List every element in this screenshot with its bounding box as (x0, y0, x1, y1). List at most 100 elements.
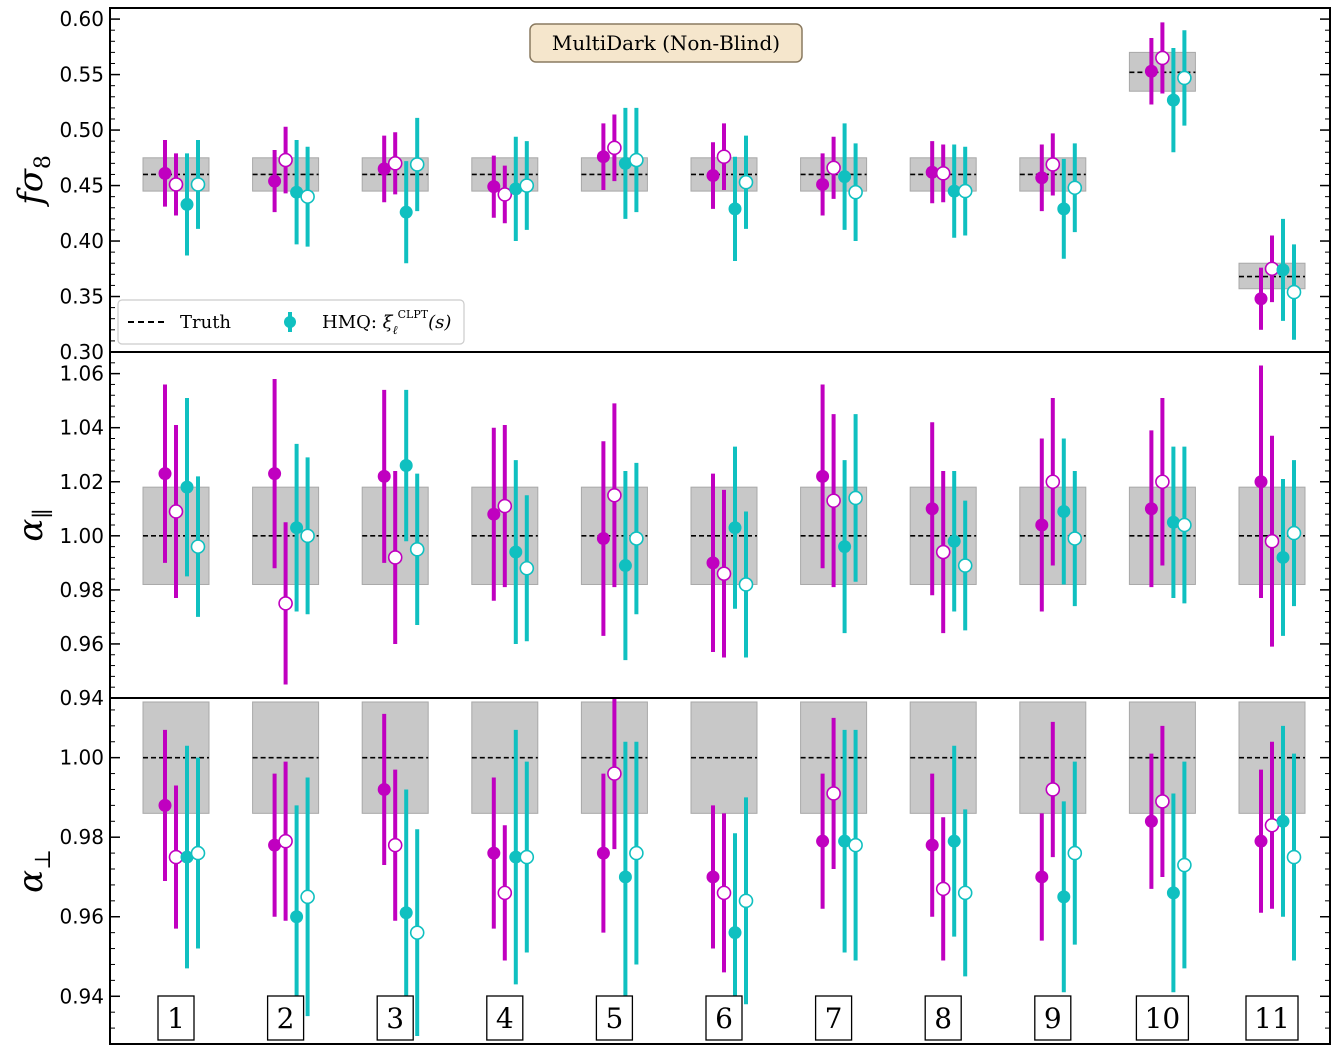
point-alpha-perp-s4-1 (190, 845, 206, 861)
legend-truth-label: Truth (180, 312, 231, 333)
point-f-sigma8-s4-6 (738, 174, 754, 190)
point-alpha-parallel-s3-2 (290, 521, 304, 535)
sample-box-8 (924, 995, 962, 1041)
point-f-sigma8-s3-11 (1276, 263, 1290, 277)
sample-box-10 (1135, 995, 1190, 1041)
point-f-sigma8-s3-4 (509, 182, 523, 196)
point-alpha-parallel-s3-11 (1276, 550, 1290, 564)
chart-title: MultiDark (Non-Blind) (552, 31, 780, 55)
point-alpha-perp-s4-2 (300, 889, 315, 905)
point-alpha-parallel-s1-10 (1144, 502, 1158, 516)
point-f-sigma8-s4-7 (848, 184, 863, 200)
point-alpha-parallel-s1-6 (706, 556, 720, 570)
ytick-label-alpha-parallel-1.02: 1.02 (59, 470, 104, 494)
point-f-sigma8-s1-1 (158, 166, 172, 180)
point-alpha-parallel-s2-8 (935, 544, 951, 560)
point-f-sigma8-s4-10 (1177, 70, 1192, 86)
point-alpha-parallel-s3-5 (618, 559, 632, 573)
point-f-sigma8-s2-3 (387, 156, 403, 171)
point-alpha-perp-s2-6 (716, 885, 732, 901)
point-alpha-parallel-s3-9 (1057, 504, 1071, 518)
ytick-label-f-sigma8-0.50: 0.50 (59, 118, 104, 142)
point-alpha-parallel-s2-6 (716, 566, 732, 581)
point-f-sigma8-s3-6 (728, 202, 742, 216)
point-alpha-perp-s4-4 (519, 849, 535, 865)
sample-box-3 (376, 995, 414, 1041)
point-alpha-parallel-s2-4 (497, 498, 513, 514)
axes: 0.30 0.35 0.40 0.45 0.50 0.55 0.60 0.94 0.96 0.98… (59, 7, 1331, 1045)
point-alpha-parallel-s4-10 (1177, 517, 1192, 533)
ytick-label-f-sigma8-0.40: 0.40 (59, 229, 104, 253)
ylabel-f-sigma8: fσ8 (11, 155, 56, 208)
point-alpha-parallel-s3-1 (180, 480, 194, 494)
point-f-sigma8-s4-2 (300, 189, 315, 204)
point-alpha-perp-s3-2 (290, 910, 304, 924)
point-f-sigma8-s2-10 (1155, 50, 1170, 66)
point-alpha-perp-s1-2 (268, 838, 282, 852)
point-alpha-parallel-s1-8 (925, 502, 939, 516)
point-f-sigma8-s2-5 (607, 140, 622, 156)
point-alpha-perp-s4-7 (848, 837, 863, 853)
point-alpha-parallel-s1-1 (158, 467, 172, 481)
ytick-label-f-sigma8-0.35: 0.35 (59, 285, 104, 309)
point-alpha-perp-s1-5 (596, 846, 610, 860)
point-alpha-parallel-s4-3 (409, 542, 425, 557)
point-alpha-parallel-s4-11 (1286, 525, 1302, 541)
sample-box-2 (266, 995, 305, 1041)
point-f-sigma8-s2-11 (1264, 261, 1280, 277)
point-alpha-parallel-s4-6 (738, 577, 754, 592)
legend: Truth HMQ: ξℓCLPT(s) (117, 299, 465, 345)
ytick-label-f-sigma8-0.55: 0.55 (59, 63, 104, 87)
y-axis-labels: fσ8 α∥ α⊥ (11, 155, 56, 893)
point-alpha-parallel-s2-10 (1155, 474, 1170, 490)
point-f-sigma8-s1-3 (377, 162, 391, 176)
point-alpha-perp-s2-5 (607, 766, 622, 781)
point-alpha-parallel-s1-2 (268, 467, 282, 481)
point-alpha-perp-s3-5 (618, 870, 632, 884)
point-f-sigma8-s2-7 (826, 160, 841, 176)
point-alpha-parallel-s2-11 (1264, 533, 1280, 549)
point-alpha-perp-s3-10 (1166, 886, 1180, 900)
point-f-sigma8-s2-8 (935, 166, 951, 181)
point-alpha-parallel-s3-4 (509, 545, 523, 559)
chart-title-box: MultiDark (Non-Blind) (529, 23, 803, 63)
point-f-sigma8-s3-3 (399, 205, 413, 219)
point-alpha-perp-s2-4 (497, 885, 513, 901)
point-alpha-parallel-s1-4 (487, 507, 501, 521)
point-f-sigma8-s4-8 (957, 183, 973, 199)
point-alpha-perp-s3-9 (1057, 890, 1071, 904)
point-alpha-perp-s4-3 (409, 925, 425, 940)
point-alpha-perp-s2-8 (935, 881, 951, 897)
point-alpha-perp-s4-8 (957, 885, 973, 901)
point-f-sigma8-s3-7 (838, 170, 852, 184)
point-f-sigma8-s2-6 (716, 149, 732, 164)
point-alpha-parallel-s4-8 (957, 558, 973, 573)
sample-label-8: 8 (934, 1002, 952, 1035)
ytick-label-alpha-perp-0.98: 0.98 (59, 825, 104, 849)
sample-box-4 (486, 995, 524, 1041)
ylabel-alpha-parallel: α∥ (11, 508, 56, 541)
point-alpha-perp-s4-5 (629, 845, 644, 861)
point-alpha-perp-s2-10 (1155, 794, 1170, 809)
point-alpha-parallel-s2-7 (826, 493, 841, 508)
data-points (158, 22, 1302, 1037)
point-f-sigma8-s4-3 (409, 157, 425, 172)
point-alpha-perp-s1-7 (816, 834, 830, 848)
sample-box-9 (1034, 995, 1072, 1041)
sample-box-1 (157, 995, 195, 1041)
point-f-sigma8-s4-4 (519, 178, 535, 193)
point-f-sigma8-s1-11 (1254, 292, 1268, 306)
point-f-sigma8-s1-10 (1144, 64, 1158, 78)
point-alpha-parallel-s4-1 (190, 539, 206, 554)
ytick-label-alpha-parallel-0.94: 0.94 (59, 686, 104, 710)
sample-label-5: 5 (605, 1002, 623, 1035)
point-alpha-perp-s4-11 (1286, 849, 1302, 865)
point-alpha-perp-s3-11 (1276, 814, 1290, 828)
point-f-sigma8-s2-4 (497, 187, 513, 202)
point-alpha-perp-s4-9 (1067, 845, 1083, 861)
point-alpha-perp-s2-2 (278, 833, 293, 849)
point-f-sigma8-s1-2 (268, 174, 282, 188)
point-alpha-parallel-s2-9 (1045, 474, 1061, 490)
point-alpha-perp-s3-7 (838, 834, 852, 848)
